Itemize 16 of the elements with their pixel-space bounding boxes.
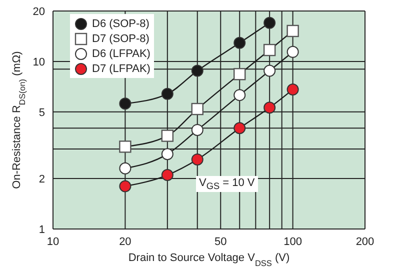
x-tick-label: 100 — [284, 236, 302, 248]
x-tick-label: 50 — [214, 236, 227, 248]
annotation: V$_{GS}$ = 10 V — [196, 176, 258, 192]
x-tick-label: 200 — [356, 236, 374, 248]
y-tick-label: 10 — [32, 56, 45, 68]
y-tick-label: 20 — [32, 6, 45, 18]
legend-label: D6 (SOP-8) — [92, 18, 150, 30]
y-tick-label: 1 — [38, 224, 45, 236]
x-tick-label: 10 — [46, 236, 60, 248]
y-tick-label: 2 — [38, 173, 45, 186]
legend-label: D6 (LFPAK) — [92, 48, 150, 60]
x-tick-label: 20 — [119, 236, 132, 248]
x-axis-title: Drain to Source Voltage V$_{DSS}$ (V) — [128, 252, 290, 268]
legend-label: D7 (SOP-8) — [92, 32, 150, 44]
y-tick-label: 5 — [38, 106, 45, 119]
legend-label: D7 (LFPAK) — [92, 62, 150, 74]
